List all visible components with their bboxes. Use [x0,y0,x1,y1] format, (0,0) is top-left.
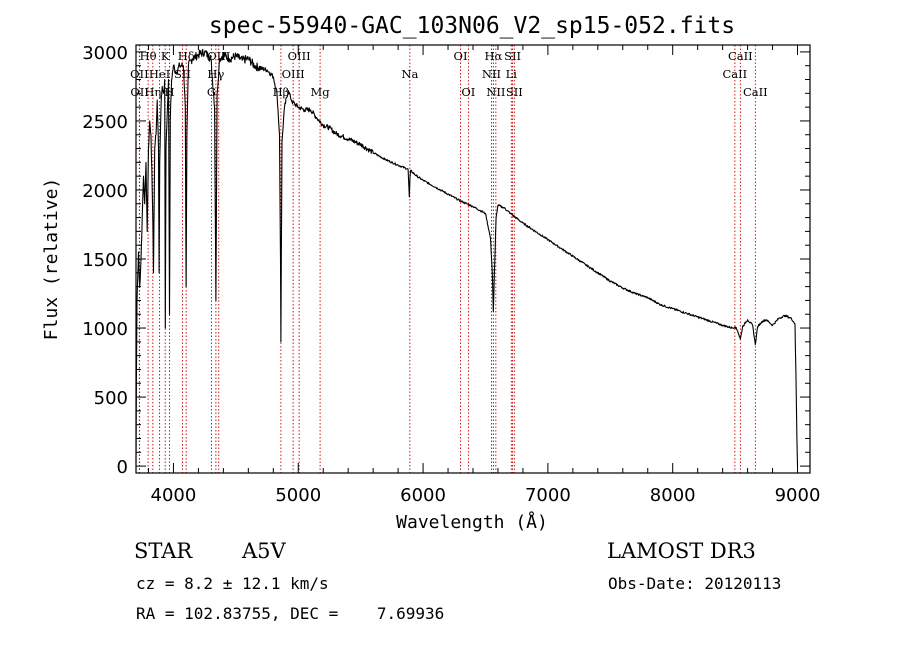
spectral-line-label-6: H [165,85,175,99]
coordinates: RA = 102.83755, DEC = 7.69936 [136,604,445,623]
spectral-line-label-20: NII [482,67,501,81]
spectral-line-label-13: OIII [288,49,311,63]
y-tick-label: 0 [117,457,128,478]
x-tick-label: 9000 [775,485,821,506]
spectral-line-label-1: OII [130,67,149,81]
spectral-line-label-19: Hα [484,49,502,63]
y-tick-label: 1500 [82,250,128,271]
spectral-line-label-11: G [207,85,216,99]
spectral-line-label-21: NII [486,85,505,99]
y-tick-label: 3000 [82,43,128,64]
spectral-line-label-25: CaII [728,49,753,63]
spectral-line-label-2: OII [130,85,149,99]
x-tick-label: 7000 [525,485,571,506]
y-tick-label: 2500 [82,112,128,133]
spectral-line-label-7: SII [174,67,191,81]
spectral-line-label-14: OIII [282,67,305,81]
spectral-line-label-5: K [161,49,170,63]
spectral-line-label-27: CaII [743,85,768,99]
x-tick-label: 5000 [275,485,321,506]
chart-title: spec-55940-GAC_103N06_V2_sp15-052.fits [209,13,735,39]
spectrum-line [135,48,799,467]
y-tick-label: 2000 [82,181,128,202]
x-tick-label: 4000 [151,485,197,506]
spectral-line-markers [138,45,756,473]
redshift-value: cz = 8.2 ± 12.1 km/s [136,574,329,593]
spectral-line-label-9: Hγ [207,67,224,81]
x-tick-label: 8000 [650,485,696,506]
object-subclass: A5V [242,539,286,563]
spectral-line-label-4: HeI [149,67,170,81]
spectral-line-label-3: Hη [144,85,161,99]
object-class: STAR [134,539,193,563]
x-axis-label: Wavelength (Å) [396,511,548,533]
spectral-line-label-26: CaII [722,67,747,81]
y-tick-label: 1000 [82,319,128,340]
observation-date: Obs-Date: 20120113 [608,574,782,593]
spectral-line-label-22: SII [504,49,521,63]
spectral-line-label-23: Li [506,67,518,81]
survey-name: LAMOST DR3 [607,539,756,563]
y-axis-label: Flux (relative) [41,178,62,341]
spectral-line-label-15: Mg [311,85,331,99]
spectral-line-label-0: Hθ [140,49,157,63]
spectral-line-label-12: Hβ [273,85,290,99]
spectral-line-label-17: OI [454,49,468,63]
spectral-line-label-24: SII [506,85,523,99]
spectral-line-label-18: OI [461,85,475,99]
plot-frame [135,44,811,474]
x-tick-label: 6000 [400,485,446,506]
y-tick-label: 500 [94,388,128,409]
spectral-line-label-8: Hδ [178,49,195,63]
y-axis: 0 500 1000 1500 2000 2500 3000 [82,43,810,478]
spectral-line-label-16: Na [401,67,418,81]
spectral-line-label-10: OIII [207,49,230,63]
x-axis: 4000 5000 6000 7000 8000 9000 [147,45,821,506]
